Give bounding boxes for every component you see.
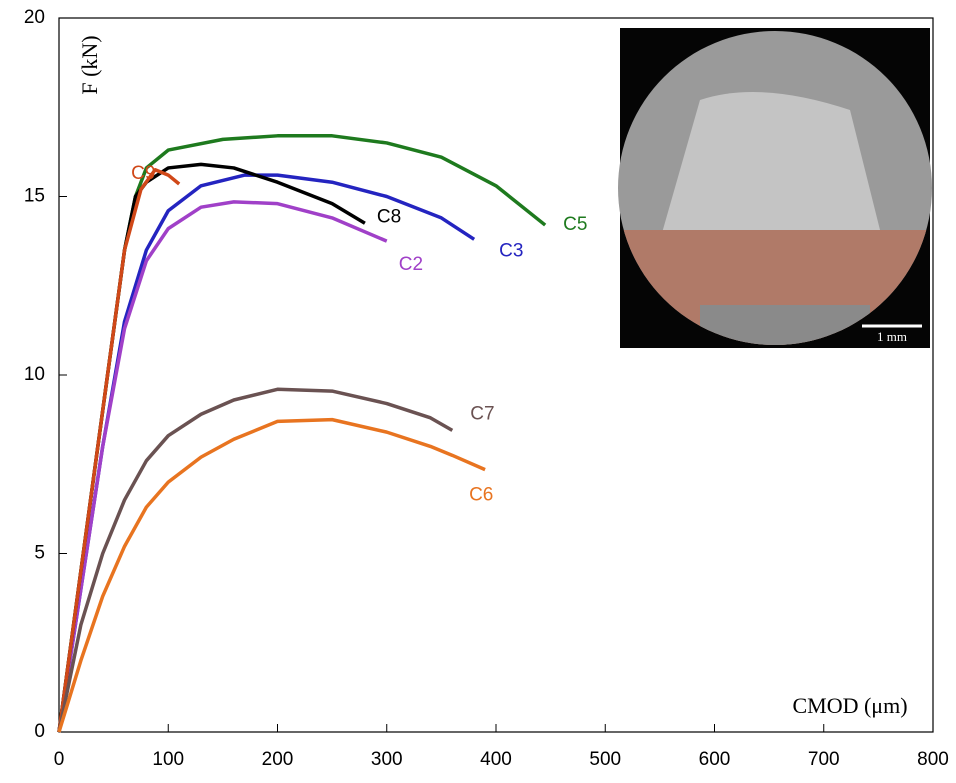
inset-scale-label: 1 mm — [877, 329, 907, 344]
y-tick-label: 5 — [34, 543, 45, 564]
series-label: C7 — [470, 403, 494, 424]
x-tick-label: 100 — [152, 749, 184, 770]
x-tick-label: 800 — [917, 749, 949, 770]
series-line — [57, 167, 181, 733]
x-tick-label: 0 — [54, 749, 65, 770]
y-tick-label: 15 — [24, 186, 45, 207]
series-label: C9 — [131, 163, 155, 184]
x-tick-label: 500 — [589, 749, 621, 770]
y-tick-label: 0 — [34, 721, 45, 742]
x-tick-label: 700 — [808, 749, 840, 770]
series-line — [57, 387, 454, 733]
inset-image — [618, 28, 932, 348]
x-tick-label: 400 — [480, 749, 512, 770]
series-label: C3 — [499, 240, 523, 261]
series-line — [57, 200, 388, 733]
series-label: C2 — [399, 254, 423, 275]
series-label: C8 — [377, 206, 401, 227]
series-line — [57, 162, 366, 733]
y-tick-label: 20 — [24, 7, 45, 28]
x-axis-label: CMOD (μm) — [792, 693, 907, 718]
x-tick-label: 600 — [699, 749, 731, 770]
series-label: C6 — [469, 485, 493, 506]
series-label: C5 — [563, 214, 587, 235]
y-tick-label: 10 — [24, 364, 45, 385]
x-tick-label: 200 — [262, 749, 294, 770]
y-axis-label: F (kN) — [77, 35, 102, 94]
x-tick-label: 300 — [371, 749, 403, 770]
series-line — [57, 417, 486, 733]
